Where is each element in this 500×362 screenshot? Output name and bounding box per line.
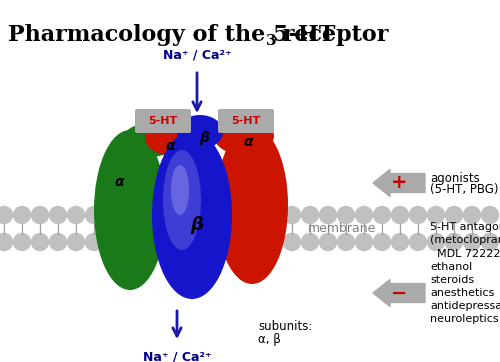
- Circle shape: [194, 206, 210, 223]
- Circle shape: [482, 206, 498, 223]
- Circle shape: [194, 233, 210, 251]
- Circle shape: [212, 206, 228, 223]
- Ellipse shape: [145, 120, 203, 156]
- Circle shape: [86, 206, 102, 223]
- Text: agonists: agonists: [430, 172, 480, 185]
- Circle shape: [32, 206, 48, 223]
- Circle shape: [302, 233, 318, 251]
- FancyArrow shape: [373, 169, 425, 197]
- Ellipse shape: [177, 115, 223, 149]
- Circle shape: [482, 233, 498, 251]
- Circle shape: [356, 233, 372, 251]
- Circle shape: [104, 233, 120, 251]
- Text: α: α: [243, 135, 253, 149]
- Circle shape: [86, 233, 102, 251]
- Circle shape: [212, 233, 228, 251]
- Text: 5-HT antagonists
(metoclopramide,
  MDL 72222)
ethanol
steroids
anesthetics
anti: 5-HT antagonists (metoclopramide, MDL 72…: [430, 222, 500, 324]
- Circle shape: [0, 233, 12, 251]
- Circle shape: [428, 233, 444, 251]
- Circle shape: [284, 206, 300, 223]
- Text: α, β: α, β: [258, 333, 281, 346]
- Circle shape: [32, 233, 48, 251]
- Circle shape: [68, 233, 84, 251]
- Ellipse shape: [214, 117, 274, 155]
- Circle shape: [266, 206, 282, 223]
- Text: 5-HT: 5-HT: [232, 116, 260, 126]
- Circle shape: [392, 233, 408, 251]
- Text: −: −: [391, 283, 407, 303]
- Circle shape: [50, 233, 66, 251]
- Circle shape: [248, 233, 264, 251]
- Circle shape: [464, 206, 480, 223]
- Circle shape: [0, 206, 12, 223]
- Text: (5-HT, PBG): (5-HT, PBG): [430, 183, 498, 196]
- Ellipse shape: [171, 165, 189, 215]
- Text: α: α: [165, 139, 175, 153]
- Ellipse shape: [94, 130, 166, 290]
- Circle shape: [320, 206, 336, 223]
- Circle shape: [284, 233, 300, 251]
- Circle shape: [248, 206, 264, 223]
- Circle shape: [374, 233, 390, 251]
- Ellipse shape: [163, 150, 201, 250]
- Circle shape: [14, 233, 30, 251]
- Circle shape: [176, 206, 192, 223]
- Text: receptor: receptor: [275, 24, 388, 46]
- Circle shape: [302, 206, 318, 223]
- Circle shape: [338, 233, 354, 251]
- Circle shape: [230, 233, 246, 251]
- Ellipse shape: [152, 131, 232, 299]
- Circle shape: [14, 206, 30, 223]
- Text: β: β: [199, 131, 209, 145]
- Text: +: +: [391, 173, 407, 193]
- Circle shape: [428, 206, 444, 223]
- Text: Na⁺ / Ca²⁺: Na⁺ / Ca²⁺: [162, 49, 232, 62]
- Circle shape: [410, 233, 426, 251]
- Circle shape: [266, 233, 282, 251]
- Text: 5-HT: 5-HT: [148, 116, 178, 126]
- Ellipse shape: [122, 123, 178, 157]
- Circle shape: [140, 233, 156, 251]
- Circle shape: [356, 206, 372, 223]
- Circle shape: [374, 206, 390, 223]
- Text: β: β: [190, 216, 203, 234]
- Circle shape: [50, 206, 66, 223]
- Circle shape: [410, 206, 426, 223]
- Circle shape: [320, 233, 336, 251]
- Text: Pharmacology of the 5-HT: Pharmacology of the 5-HT: [8, 24, 336, 46]
- Circle shape: [446, 206, 462, 223]
- Text: subunits:: subunits:: [258, 320, 312, 333]
- Ellipse shape: [216, 126, 288, 284]
- Text: membrane: membrane: [308, 222, 376, 235]
- Circle shape: [104, 206, 120, 223]
- FancyArrow shape: [373, 279, 425, 307]
- Circle shape: [176, 233, 192, 251]
- Circle shape: [68, 206, 84, 223]
- Circle shape: [122, 206, 138, 223]
- Circle shape: [464, 233, 480, 251]
- Circle shape: [158, 206, 174, 223]
- Circle shape: [446, 233, 462, 251]
- Text: α: α: [114, 175, 124, 189]
- Circle shape: [122, 233, 138, 251]
- Text: Na⁺ / Ca²⁺: Na⁺ / Ca²⁺: [142, 350, 212, 362]
- Text: 3: 3: [266, 34, 276, 49]
- Circle shape: [392, 206, 408, 223]
- Circle shape: [140, 206, 156, 223]
- FancyBboxPatch shape: [135, 109, 191, 133]
- Circle shape: [158, 233, 174, 251]
- Circle shape: [230, 206, 246, 223]
- FancyBboxPatch shape: [218, 109, 274, 133]
- Circle shape: [338, 206, 354, 223]
